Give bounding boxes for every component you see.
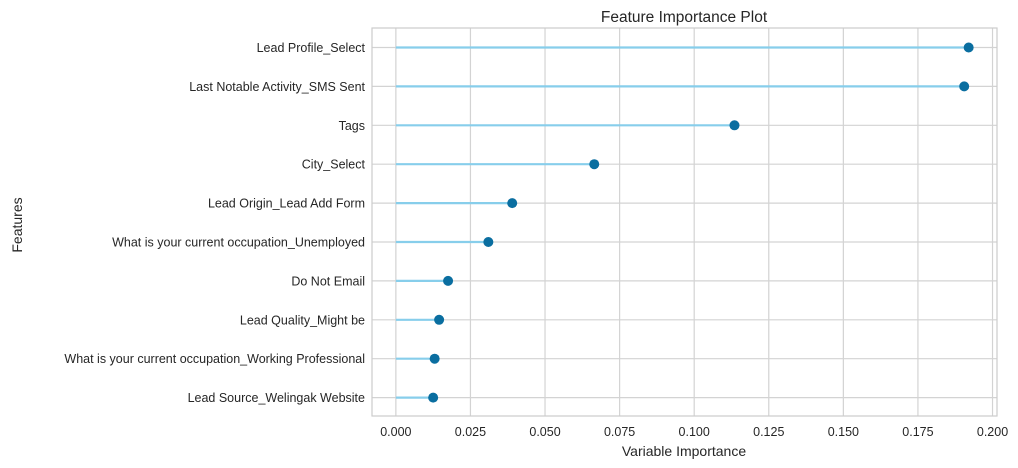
y-tick-label: Last Notable Activity_SMS Sent: [189, 80, 365, 94]
y-tick-label: City_Select: [302, 158, 366, 172]
x-tick-label: 0.050: [529, 425, 560, 439]
y-tick-label: Lead Source_Welingak Website: [188, 391, 365, 405]
marks-group: [395, 42, 974, 403]
importance-marker: [428, 392, 439, 403]
y-axis-title: Features: [9, 197, 25, 252]
importance-marker: [443, 275, 454, 286]
x-tick-label: 0.150: [828, 425, 859, 439]
y-tick-label: What is your current occupation_Unemploy…: [112, 236, 365, 250]
importance-marker: [507, 198, 518, 209]
labels-group: 0.000 0.025 0.050 0.075 0.100 0.125 0.150 0.175…: [64, 41, 1008, 439]
importance-marker: [729, 120, 740, 131]
importance-marker: [589, 159, 600, 170]
x-tick-label: 0.025: [455, 425, 486, 439]
y-tick-label: Lead Quality_Might be: [240, 313, 365, 327]
chart-title: Feature Importance Plot: [601, 9, 768, 26]
x-tick-label: 0.125: [753, 425, 784, 439]
importance-marker: [483, 237, 494, 247]
frame-group: [371, 27, 998, 417]
x-tick-label: 0.075: [604, 425, 635, 439]
importance-marker: [434, 314, 445, 325]
x-tick-label: 0.200: [977, 425, 1008, 439]
x-tick-label: 0.000: [380, 425, 411, 439]
y-tick-label: Do Not Email: [291, 274, 365, 288]
importance-marker: [959, 81, 970, 92]
plot-frame: [371, 27, 998, 417]
y-tick-label: Tags: [339, 119, 365, 133]
importance-marker: [963, 42, 974, 53]
x-tick-label: 0.175: [902, 425, 933, 439]
y-tick-label: Lead Profile_Select: [257, 41, 366, 55]
x-tick-label: 0.100: [679, 425, 710, 439]
x-axis-title: Variable Importance: [622, 443, 746, 459]
y-tick-label: What is your current occupation_Working …: [64, 352, 365, 366]
y-tick-label: Lead Origin_Lead Add Form: [208, 197, 365, 211]
importance-marker: [429, 353, 440, 364]
